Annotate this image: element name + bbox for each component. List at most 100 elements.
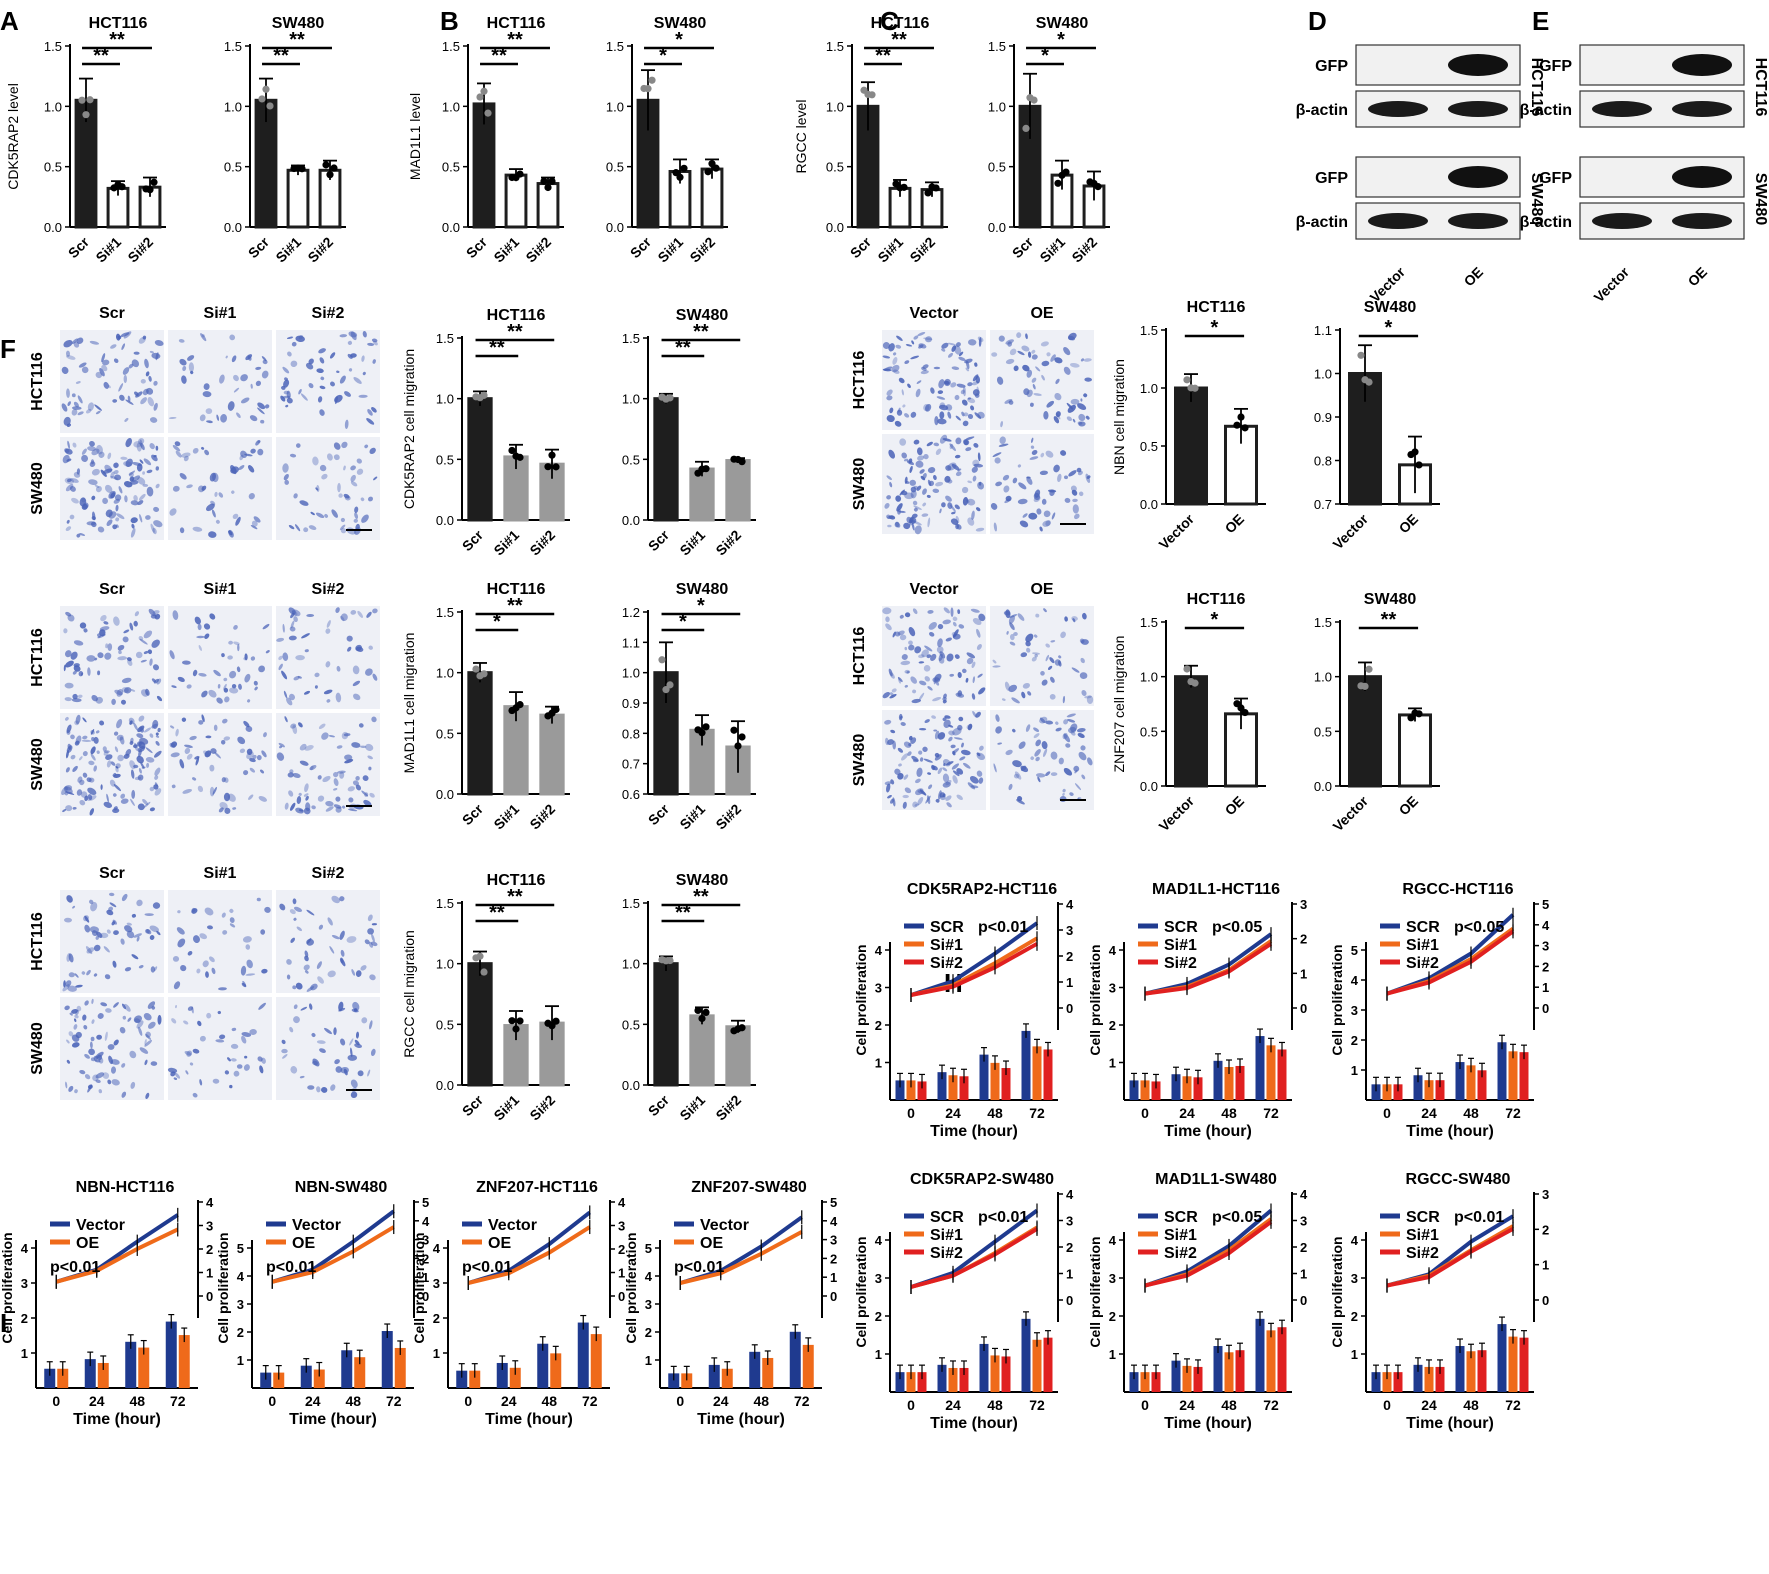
data-point: [1365, 665, 1373, 673]
significance-mark: *: [1057, 29, 1065, 51]
bar-Si#2-0: [917, 1081, 927, 1100]
significance-mark: *: [679, 611, 687, 633]
x-tick-label: Si#1: [874, 234, 906, 266]
band-actin-oe: [1448, 101, 1508, 117]
significance-mark: *: [1211, 609, 1219, 631]
y-tick-label: 0.5: [1140, 439, 1158, 454]
bar-Si#1-48: [1224, 1352, 1234, 1392]
right-tick-label: 3: [1300, 1214, 1307, 1229]
column-header: Scr: [99, 581, 125, 598]
left-tick-label: 2: [1109, 1309, 1116, 1324]
left-tick-label: 3: [645, 1297, 652, 1312]
column-header: OE: [1030, 305, 1053, 322]
significance-mark: **: [693, 321, 709, 343]
band-gfp-oe: [1672, 54, 1732, 76]
bar-Vector: [1174, 675, 1208, 788]
legend-label: OE: [700, 1235, 723, 1252]
significance-mark: *: [1041, 45, 1049, 67]
bar-Si#1: [689, 1014, 715, 1087]
bar-Si#1-24: [948, 1075, 958, 1100]
y-tick-label: 0.0: [622, 513, 640, 528]
panel-label-i: I: [0, 1308, 7, 1338]
x-tick-label: Si#1: [676, 527, 708, 559]
right-tick-label: 0: [1542, 1001, 1549, 1016]
blot-label: GFP: [1315, 170, 1348, 187]
bar-Vector-48: [749, 1351, 761, 1388]
x-tick-label: Si#1: [490, 234, 522, 266]
stained-cells: [281, 1001, 376, 1099]
stained-cells: [169, 714, 267, 814]
legend-label: SCR: [930, 919, 964, 936]
bar-Si#2: [539, 713, 565, 796]
x-tick-label: Si#1: [490, 1092, 522, 1124]
data-point: [694, 1006, 702, 1015]
bar-Vector-24: [496, 1362, 508, 1388]
y-axis-label: RGCC cell migration: [401, 930, 417, 1058]
bar-Si#1-48: [1466, 1351, 1476, 1392]
legend-label: Si#1: [1164, 937, 1197, 954]
left-tick-label: 2: [21, 1311, 28, 1326]
x-tick-label: Vector: [1330, 510, 1372, 552]
micrograph-cell: [276, 437, 380, 540]
data-point: [1415, 461, 1423, 469]
y-tick-label: 0.5: [1140, 724, 1158, 739]
bar-Si#1-48: [990, 1355, 1000, 1392]
micrograph-cell: [276, 997, 380, 1100]
x-axis-label: Time (hour): [73, 1411, 161, 1428]
bar-Si#1-72: [1032, 1339, 1042, 1392]
bar-SCR-72: [1497, 1324, 1507, 1392]
bar-Vector-0: [260, 1372, 272, 1388]
bar-Si#1-72: [1266, 1330, 1276, 1392]
micrograph-background: [168, 606, 272, 709]
y-axis-label: ZNF207 cell migration: [1111, 636, 1127, 773]
legend-label: Si#2: [1406, 1245, 1439, 1262]
bar-Si#2-72: [1043, 1337, 1053, 1392]
x-tick-label: 48: [1463, 1105, 1479, 1121]
bar-OE-24: [313, 1369, 325, 1388]
right-tick-label: 3: [618, 1219, 625, 1234]
bar-Si#2-0: [1393, 1084, 1403, 1100]
legend-label: Vector: [700, 1217, 749, 1234]
bar-SCR-0: [1371, 1372, 1381, 1392]
x-axis-label: Time (hour): [1164, 1123, 1252, 1140]
legend-label: OE: [292, 1235, 315, 1252]
x-tick-label: 24: [501, 1393, 517, 1409]
micrograph-cell: [60, 997, 164, 1100]
legend-label: OE: [488, 1235, 511, 1252]
p-value: p<0.01: [462, 1259, 512, 1276]
micrograph-cell: [990, 434, 1094, 534]
x-tick-label: 72: [170, 1393, 186, 1409]
x-tick-label: 48: [345, 1393, 361, 1409]
data-point: [666, 394, 674, 402]
y-tick-label: 0.0: [988, 220, 1006, 235]
left-tick-label: 4: [1109, 943, 1117, 958]
bar-Si#1-48: [1466, 1065, 1476, 1100]
y-tick-label: 0.7: [622, 757, 640, 772]
stained-cells: [64, 998, 162, 1100]
x-tick-label: 0: [907, 1105, 915, 1121]
bar-OE-72: [802, 1344, 814, 1388]
bar-Si#1-72: [1266, 1045, 1276, 1100]
bar-OE-0: [57, 1368, 69, 1388]
y-axis-label: Cell proliferation: [1087, 944, 1103, 1055]
p-value: p<0.01: [50, 1259, 100, 1276]
right-tick-label: 1: [1542, 1258, 1549, 1273]
left-tick-label: 2: [645, 1325, 652, 1340]
right-tick-label: 4: [422, 1214, 430, 1229]
x-tick-label: Scr: [459, 526, 487, 554]
y-tick-label: 0.0: [1140, 497, 1158, 512]
data-point: [326, 171, 334, 179]
left-tick-label: 3: [875, 981, 882, 996]
row-label: SW480: [851, 734, 868, 787]
x-tick-label: Scr: [459, 800, 487, 828]
row-label: HCT116: [851, 351, 868, 410]
proliferation-chart-I4: ZNF207-SW480 Cell proliferation 1 2 3 4 5 0 1 2 3 4…: [623, 1179, 838, 1428]
band-actin-vector: [1592, 213, 1652, 229]
stained-cells: [61, 714, 162, 816]
x-tick-label: Si#2: [526, 801, 558, 833]
right-tick-label: 4: [618, 1195, 626, 1210]
micrograph-cell: [168, 890, 272, 993]
left-tick-label: 4: [1351, 1233, 1359, 1248]
x-tick-label: 48: [1221, 1105, 1237, 1121]
stained-cells: [172, 897, 271, 991]
